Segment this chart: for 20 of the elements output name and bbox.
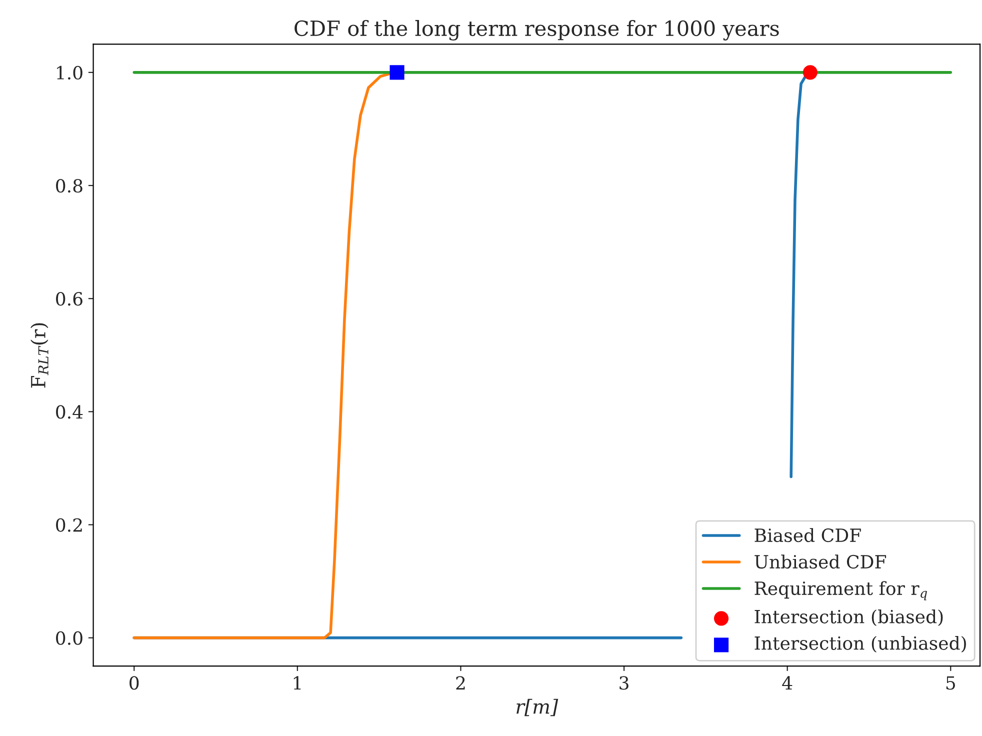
- chart-title: CDF of the long term response for 1000 years: [294, 20, 779, 40]
- legend-label: Intersection (biased): [754, 609, 943, 626]
- x-tick-label: 1: [294, 676, 301, 690]
- y-tick-label: 1.0: [57, 66, 82, 80]
- legend-label: Biased CDF: [754, 528, 861, 542]
- y-tick-label: 0.0: [56, 631, 82, 645]
- y-tick-label: 0.2: [56, 518, 82, 532]
- y-axis-title: F$_{RLT}$(r): [30, 323, 48, 388]
- y-tick-label: 0.8: [56, 178, 82, 193]
- x-tick-label: 3: [620, 676, 628, 690]
- x-axis-title: r[m]: [516, 698, 558, 716]
- x-tick-label: 5: [946, 676, 955, 690]
- y-tick-label: 0.6: [56, 292, 82, 306]
- x-tick-label: 4: [782, 676, 792, 690]
- y-tick-label: 0.4: [56, 405, 83, 419]
- x-tick-label: 0: [130, 676, 139, 690]
- legend-label: Unbiased CDF: [754, 554, 886, 569]
- legend-label: Requirement for r$_{q}$: [754, 581, 927, 600]
- x-tick-label: 2: [456, 676, 465, 690]
- legend-label: Intersection (unbiased): [754, 636, 966, 652]
